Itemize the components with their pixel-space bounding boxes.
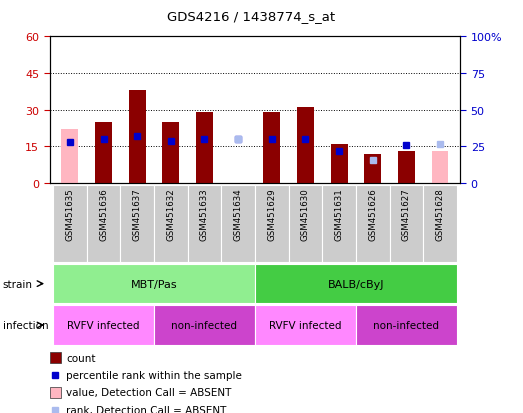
Text: GSM451630: GSM451630 [301,188,310,241]
Text: rank, Detection Call = ABSENT: rank, Detection Call = ABSENT [66,405,227,413]
Bar [289,186,322,262]
Bar [431,152,448,184]
Text: GSM451629: GSM451629 [267,188,276,241]
Text: GSM451626: GSM451626 [368,188,377,241]
Bar [356,306,457,345]
Bar [356,186,390,262]
Text: BALB/cByJ: BALB/cByJ [328,279,384,289]
Text: GSM451637: GSM451637 [133,188,142,241]
Text: infection: infection [3,320,48,330]
Bar [331,145,347,184]
Bar [221,186,255,262]
Bar [255,264,457,304]
Text: GSM451632: GSM451632 [166,188,175,241]
Bar [390,186,423,262]
Bar [196,113,213,184]
Bar [398,152,415,184]
Bar [53,264,255,304]
Bar [62,130,78,184]
Bar [264,113,280,184]
Text: GDS4216 / 1438774_s_at: GDS4216 / 1438774_s_at [167,10,335,23]
Text: non-infected: non-infected [373,320,439,330]
Bar [53,186,87,262]
Bar [120,186,154,262]
Text: MBT/Pas: MBT/Pas [131,279,177,289]
Bar [87,186,120,262]
Bar [297,108,314,184]
Text: percentile rank within the sample: percentile rank within the sample [66,370,242,380]
Bar [154,306,255,345]
Bar [322,186,356,262]
Bar [53,306,154,345]
Bar [188,186,221,262]
Bar [163,123,179,184]
Text: value, Detection Call = ABSENT: value, Detection Call = ABSENT [66,387,232,397]
Text: GSM451636: GSM451636 [99,188,108,241]
Bar [95,123,112,184]
Bar [129,91,145,184]
Text: GSM451635: GSM451635 [65,188,74,241]
Text: GSM451631: GSM451631 [335,188,344,241]
Text: non-infected: non-infected [172,320,237,330]
Bar [255,306,356,345]
Text: count: count [66,353,96,363]
Bar [255,186,289,262]
Text: GSM451627: GSM451627 [402,188,411,241]
Text: GSM451633: GSM451633 [200,188,209,241]
Bar [154,186,188,262]
Text: GSM451634: GSM451634 [234,188,243,241]
Text: RVFV infected: RVFV infected [269,320,342,330]
Text: GSM451628: GSM451628 [436,188,445,241]
Text: RVFV infected: RVFV infected [67,320,140,330]
Bar [365,154,381,184]
Text: strain: strain [3,279,32,289]
Bar [423,186,457,262]
